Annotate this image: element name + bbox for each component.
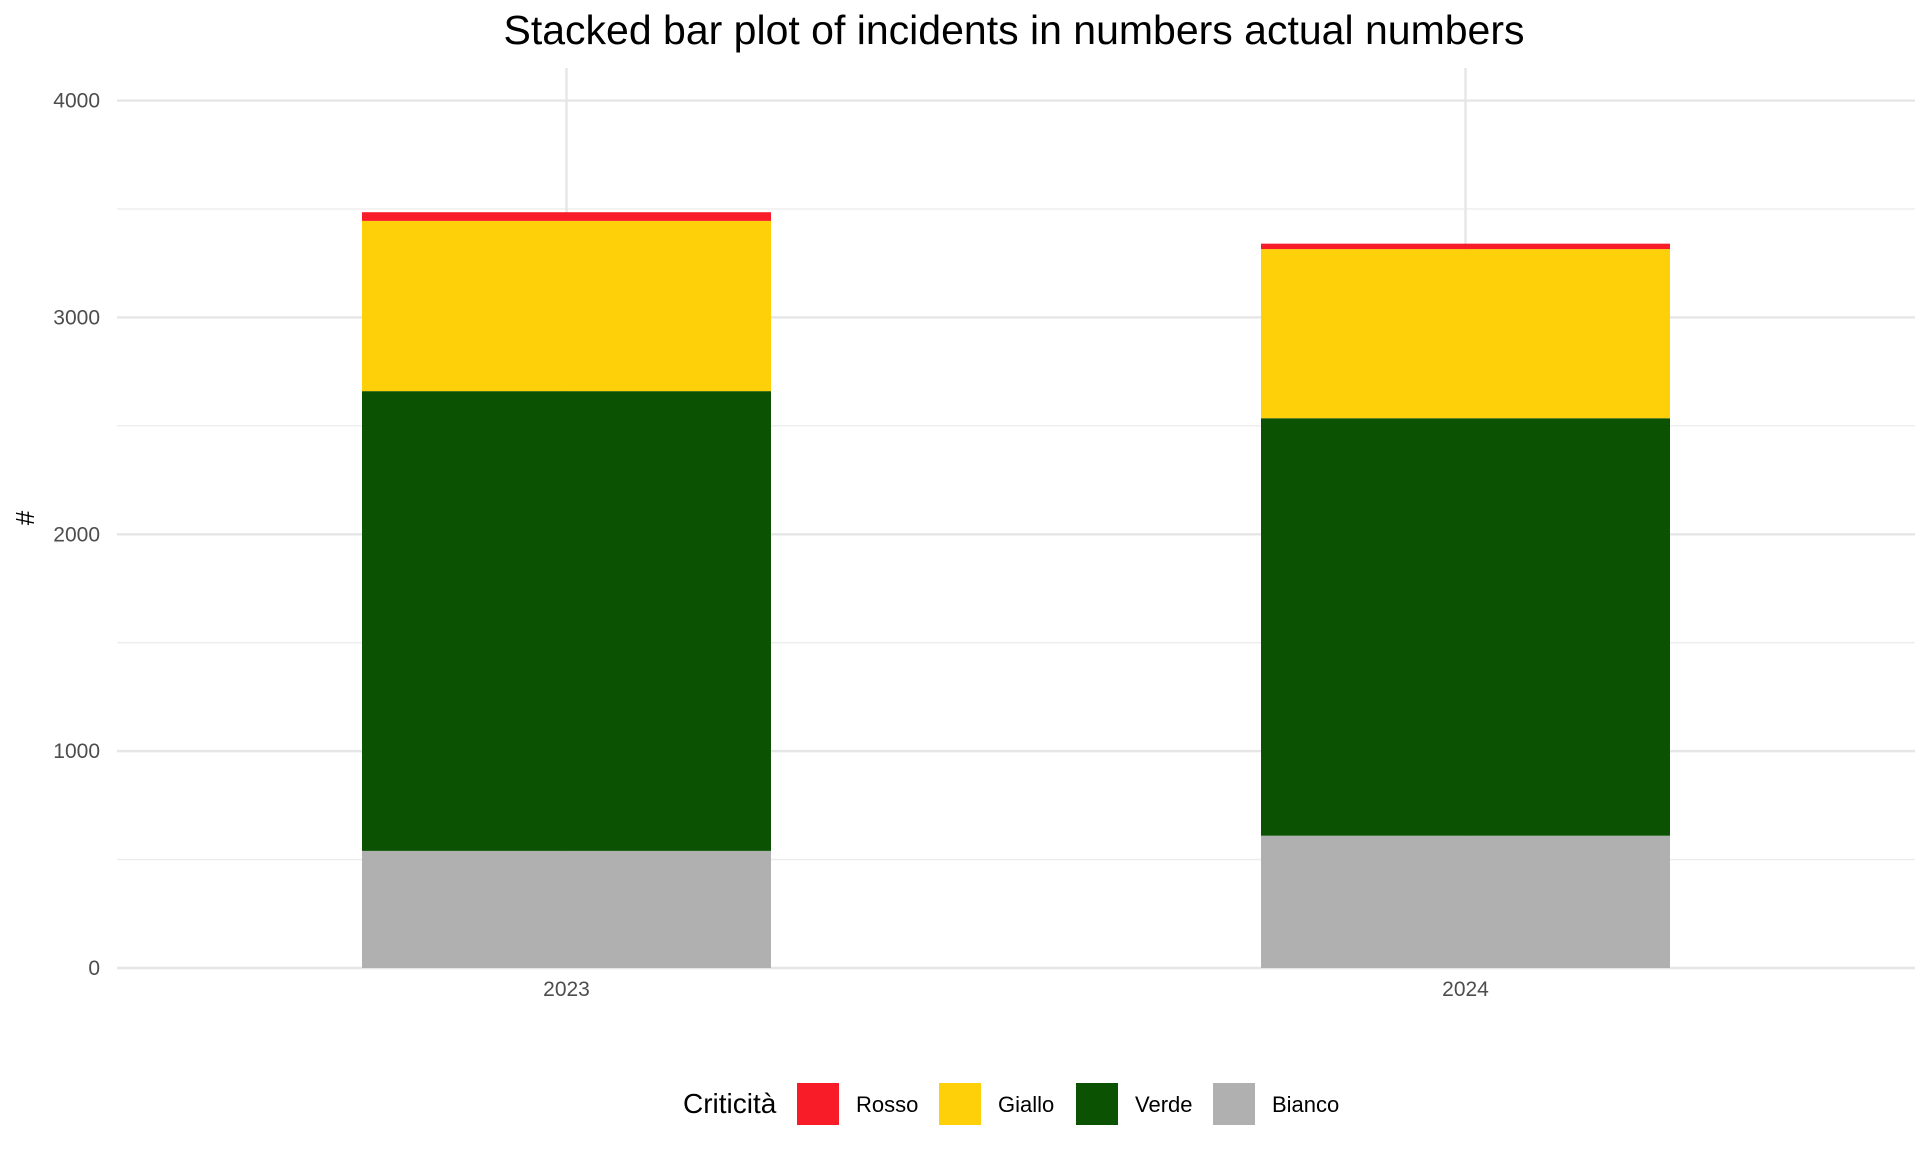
bar-verde-2023 xyxy=(362,391,771,851)
legend: Criticità Rosso Giallo Verde Bianco xyxy=(683,1083,1339,1125)
bar-verde-2024 xyxy=(1261,418,1670,836)
bar-bianco-2023 xyxy=(362,850,771,968)
legend-key-bianco xyxy=(1213,1083,1255,1125)
y-axis-ticks: 0 1000 2000 3000 4000 xyxy=(53,90,100,980)
bar-bianco-2024 xyxy=(1261,835,1670,968)
legend-label-giallo: Giallo xyxy=(998,1092,1054,1117)
y-tick-label: 4000 xyxy=(53,90,100,113)
y-tick-label: 3000 xyxy=(53,306,100,329)
y-tick-label: 2000 xyxy=(53,523,100,546)
legend-key-rosso xyxy=(797,1083,839,1125)
legend-label-rosso: Rosso xyxy=(856,1092,918,1117)
legend-label-bianco: Bianco xyxy=(1272,1092,1339,1117)
bars xyxy=(362,212,1670,968)
chart-title: Stacked bar plot of incidents in numbers… xyxy=(504,7,1525,53)
legend-title: Criticità xyxy=(683,1088,777,1119)
y-tick-label: 0 xyxy=(88,957,100,980)
legend-label-verde: Verde xyxy=(1135,1092,1193,1117)
bar-rosso-2023 xyxy=(362,212,771,221)
x-tick-label: 2024 xyxy=(1442,978,1489,1001)
legend-key-giallo xyxy=(939,1083,981,1125)
bar-rosso-2024 xyxy=(1261,243,1670,250)
bar-giallo-2024 xyxy=(1261,249,1670,419)
y-tick-label: 1000 xyxy=(53,740,100,763)
legend-key-verde xyxy=(1076,1083,1118,1125)
bar-giallo-2023 xyxy=(362,220,771,392)
x-axis-ticks: 2023 2024 xyxy=(543,978,1489,1001)
x-tick-label: 2023 xyxy=(543,978,590,1001)
y-axis-label: # xyxy=(10,510,40,525)
